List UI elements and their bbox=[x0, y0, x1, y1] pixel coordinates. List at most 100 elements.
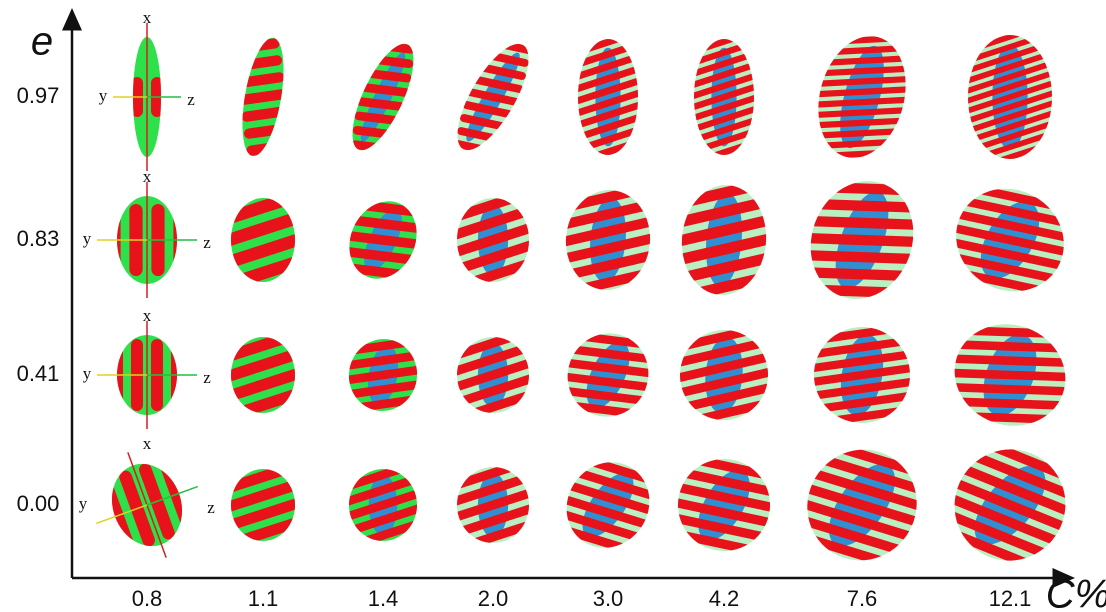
cells bbox=[96, 23, 1085, 576]
row-label: 0.97 bbox=[17, 83, 60, 108]
orientation-y: y bbox=[83, 364, 92, 383]
helix-band bbox=[676, 338, 768, 368]
stripes bbox=[694, 39, 754, 155]
helix-band bbox=[457, 223, 529, 257]
helix-band bbox=[677, 198, 765, 229]
helix-band bbox=[343, 247, 419, 265]
helix-band bbox=[799, 499, 915, 542]
structure bbox=[804, 181, 920, 299]
helix-band bbox=[235, 386, 295, 413]
stripes bbox=[231, 337, 295, 413]
structure bbox=[231, 337, 295, 413]
helix-band bbox=[563, 358, 655, 378]
helix-band bbox=[457, 474, 529, 507]
helix-band bbox=[813, 453, 929, 496]
helix-band bbox=[808, 363, 916, 387]
structure bbox=[96, 452, 198, 558]
helix-band bbox=[562, 233, 655, 263]
axis-z bbox=[146, 485, 198, 506]
stripes bbox=[811, 34, 913, 160]
helix-band bbox=[457, 358, 529, 392]
helix-band bbox=[676, 352, 772, 383]
helix-band bbox=[944, 251, 1064, 285]
helix-band bbox=[231, 480, 295, 512]
helix-band bbox=[965, 449, 1079, 502]
helix-band bbox=[231, 368, 295, 400]
helix-band bbox=[812, 391, 918, 414]
structure bbox=[113, 23, 181, 171]
helix-band bbox=[462, 101, 518, 120]
stripes bbox=[343, 337, 423, 413]
helix-band bbox=[679, 233, 771, 264]
helix-band bbox=[680, 382, 772, 412]
stripes bbox=[341, 199, 425, 281]
helix-band bbox=[806, 233, 918, 247]
helix-band bbox=[559, 386, 652, 406]
helix-band bbox=[812, 55, 909, 67]
structure bbox=[234, 37, 292, 157]
structure bbox=[231, 198, 295, 282]
structure bbox=[350, 39, 416, 155]
helix-band bbox=[231, 337, 291, 364]
column-label: 1.4 bbox=[368, 586, 399, 611]
helix-band bbox=[950, 223, 1070, 257]
stripes bbox=[804, 181, 920, 299]
structure bbox=[676, 326, 772, 424]
helix-band bbox=[959, 464, 1073, 517]
stripes bbox=[941, 182, 1079, 298]
structure bbox=[231, 469, 295, 541]
helix-band bbox=[231, 498, 295, 530]
helix-band bbox=[814, 96, 911, 108]
column-label: 2.0 bbox=[478, 586, 509, 611]
orientation-y: y bbox=[79, 494, 88, 513]
helix-band bbox=[815, 127, 912, 139]
helix-band bbox=[570, 467, 659, 501]
structure bbox=[457, 198, 529, 282]
helix-band bbox=[968, 71, 1052, 105]
column-label: 4.2 bbox=[709, 586, 740, 611]
structure bbox=[677, 181, 771, 299]
structure bbox=[811, 34, 913, 160]
stripes bbox=[457, 198, 529, 282]
column-label: 0.8 bbox=[132, 586, 163, 611]
helix-band bbox=[694, 83, 754, 111]
core bbox=[595, 47, 621, 147]
helix-band bbox=[956, 195, 1076, 229]
x-axis-label: C% bbox=[1046, 573, 1106, 612]
stripes bbox=[231, 469, 295, 541]
helix-band bbox=[349, 475, 417, 507]
helix-band bbox=[347, 215, 423, 233]
helix-band bbox=[343, 365, 423, 385]
structure bbox=[941, 182, 1079, 298]
structure bbox=[558, 330, 658, 420]
stripes bbox=[968, 35, 1052, 159]
stripes bbox=[676, 326, 772, 424]
structure bbox=[968, 35, 1052, 159]
helix-band bbox=[696, 103, 754, 131]
helix-band bbox=[345, 231, 421, 249]
stripes bbox=[677, 181, 771, 299]
helix-band bbox=[804, 267, 917, 282]
helix-band bbox=[809, 468, 925, 511]
helix-band bbox=[968, 52, 1047, 87]
stripes bbox=[457, 337, 529, 413]
helix-band bbox=[356, 97, 408, 112]
helix-band bbox=[953, 479, 1067, 531]
helix-band bbox=[810, 377, 918, 400]
structure bbox=[578, 39, 638, 155]
structure bbox=[553, 453, 663, 557]
orientation-x: x bbox=[143, 167, 152, 186]
helix-band bbox=[465, 88, 521, 106]
helix-band bbox=[458, 239, 529, 273]
column-label: 3.0 bbox=[593, 586, 624, 611]
column-label: 12.1 bbox=[989, 586, 1032, 611]
structure bbox=[790, 438, 934, 572]
orientation-y: y bbox=[83, 229, 92, 248]
structure bbox=[454, 35, 532, 159]
helix-band bbox=[578, 100, 638, 128]
orientation-z: z bbox=[207, 498, 215, 517]
orientation-x: x bbox=[143, 306, 152, 325]
helix-band bbox=[806, 215, 919, 230]
helix-band bbox=[234, 515, 295, 541]
orientation-y: y bbox=[99, 86, 108, 105]
